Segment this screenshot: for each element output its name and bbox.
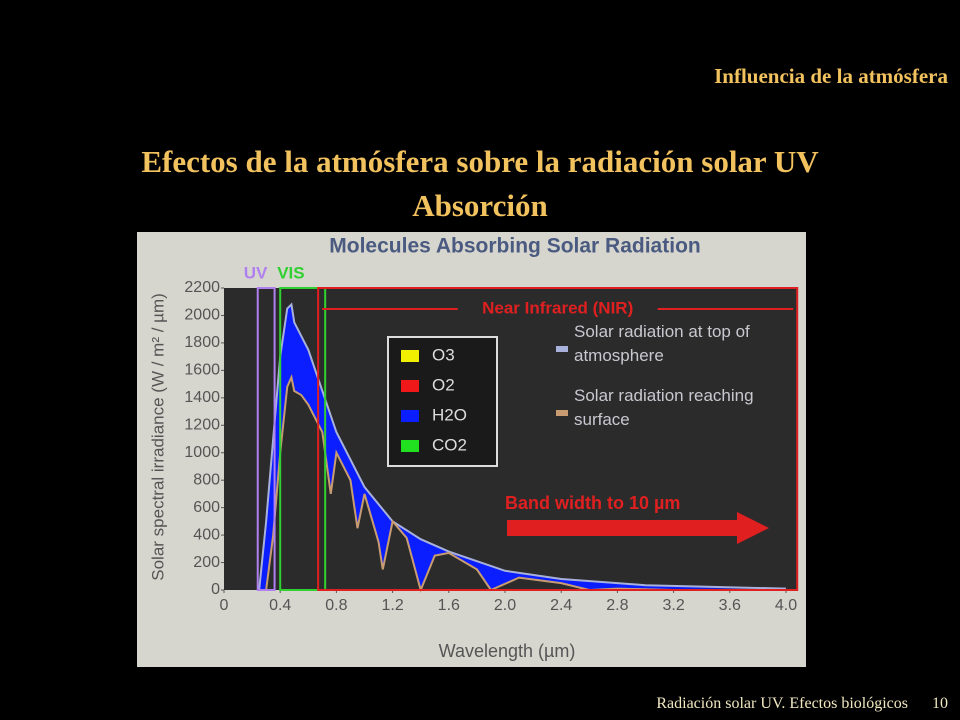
y-tick-label: 1200 (184, 416, 220, 433)
page-number: 10 (932, 695, 948, 712)
legend-label: CO2 (432, 435, 467, 454)
legend-label: Solar radiation reaching surface (574, 386, 754, 429)
y-tick-label: 0 (211, 581, 220, 598)
x-tick-label: 1.2 (381, 597, 403, 614)
legend-swatch (556, 346, 568, 352)
x-tick-label: 0.8 (325, 597, 347, 614)
band-label: Near Infrared (NIR) (482, 298, 633, 317)
legend-label: O2 (432, 375, 455, 394)
legend-swatch (401, 350, 419, 362)
legend-label: O3 (432, 345, 455, 364)
chart-title: Molecules Absorbing Solar Radiation (329, 235, 700, 258)
x-tick-label: 2.0 (494, 597, 516, 614)
legend-swatch (401, 440, 419, 452)
legend-label: H2O (432, 405, 467, 424)
y-tick-label: 400 (193, 526, 220, 543)
x-tick-label: 0 (220, 597, 229, 614)
y-axis-label: Solar spectral irradiance (W / m² / µm) (148, 293, 167, 581)
legend-swatch (401, 380, 419, 392)
x-axis-label: Wavelength (µm) (439, 641, 576, 661)
legend-swatch (556, 410, 568, 416)
title-line: Absorción (412, 188, 548, 223)
annotation-arrow (507, 512, 769, 544)
x-tick-label: 0.4 (269, 597, 291, 614)
chart: Molecules Absorbing Solar Radiation Wave… (137, 232, 806, 667)
footer: Radiación solar UV. Efectos biológicos (656, 695, 908, 712)
y-tick-label: 1800 (184, 334, 220, 351)
y-tick-label: 600 (193, 499, 220, 516)
y-tick-label: 800 (193, 471, 220, 488)
band (317, 287, 799, 591)
y-tick-label: 1600 (184, 362, 220, 379)
series-area (265, 373, 786, 594)
x-tick-label: 4.0 (775, 597, 797, 614)
nir-label-bg (457, 299, 658, 319)
chart-svg: Molecules Absorbing Solar Radiation Wave… (148, 235, 799, 661)
band-label: VIS (277, 263, 304, 282)
slide-title: Efectos de la atmósfera sobre la radiaci… (0, 140, 960, 228)
band (279, 287, 327, 591)
annotation: Band width to 10 µm (505, 493, 680, 513)
x-tick-label: 2.4 (550, 597, 572, 614)
x-tick-label: 3.2 (662, 597, 684, 614)
section-title: Influencia de la atmósfera (714, 64, 948, 88)
legend-label: Solar radiation at top of atmosphere (574, 322, 750, 365)
y-tick-label: 1000 (184, 444, 220, 461)
y-tick-label: 2200 (184, 279, 220, 296)
title-line: Efectos de la atmósfera sobre la radiaci… (141, 144, 819, 179)
x-tick-label: 2.8 (606, 597, 628, 614)
legend-swatch (401, 410, 419, 422)
y-tick-label: 2000 (184, 307, 220, 324)
y-tick-label: 200 (193, 554, 220, 571)
x-tick-label: 1.6 (438, 597, 460, 614)
y-tick-label: 1400 (184, 389, 220, 406)
band (256, 287, 276, 591)
band-label: UV (244, 263, 268, 282)
x-tick-label: 3.6 (719, 597, 741, 614)
